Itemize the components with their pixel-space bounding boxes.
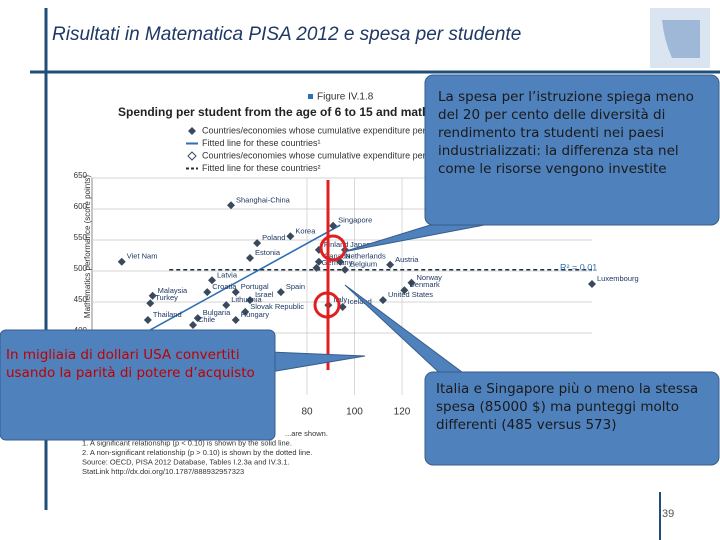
callout-text: Italia e Singapore più o meno la stessa … (436, 381, 699, 433)
figure-label: Figure IV.1.8 (317, 92, 374, 103)
point-label: Luxembourg (597, 274, 639, 283)
point-label: Portugal (241, 282, 269, 291)
data-point (241, 307, 250, 316)
point-label: Finland (324, 240, 349, 249)
fit-line (149, 224, 341, 331)
point-label: Malaysia (158, 286, 188, 295)
note: 1. A significant relationship (p < 0.10)… (82, 438, 292, 447)
point-label: Norway (417, 273, 443, 282)
data-point (143, 315, 152, 324)
point-label: Austria (395, 255, 419, 264)
data-point (286, 232, 295, 241)
data-point (588, 280, 596, 289)
y-tick-label: 550 (74, 233, 88, 242)
annotation: R² = 0.01 (560, 262, 597, 272)
point-label: Netherlands (345, 252, 386, 261)
point-label: Turkey (155, 293, 178, 302)
note: 2. A non-significant relationship (p > 0… (82, 448, 312, 457)
legend-marker (187, 151, 197, 161)
note: Source: OECD, PISA 2012 Database, Tables… (82, 457, 290, 466)
highlight-circle (319, 234, 347, 262)
point-label: Poland (262, 233, 285, 242)
point-label: Hungary (241, 310, 270, 319)
data-point (203, 288, 212, 297)
callout-text: In migliaia di dollari USA convertiti us… (6, 347, 255, 381)
point-label: Iceland (348, 297, 372, 306)
point-label: Belgium (350, 260, 377, 269)
point-label: Shanghai-China (236, 195, 291, 204)
note: ...are shown. (285, 429, 328, 438)
data-point (253, 239, 262, 248)
point-label: United States (388, 290, 433, 299)
point-label: Bulgaria (203, 308, 231, 317)
y-tick-label: 650 (74, 171, 88, 180)
highlight-circle (313, 291, 341, 319)
legend-label: Countries/economies whose cumulative exp… (202, 150, 458, 160)
legend-marker (188, 127, 196, 135)
data-point (189, 320, 197, 329)
callout-text: La spesa per l’istruzione spiega meno de… (438, 89, 694, 177)
data-point (379, 296, 387, 305)
point-label: Slovak Republic (250, 302, 304, 311)
y-tick-label: 600 (74, 202, 88, 211)
x-tick-label: 100 (346, 407, 363, 418)
data-point (276, 288, 285, 297)
point-label: Estonia (255, 248, 281, 257)
data-point (148, 291, 157, 300)
y-axis-label: Mathematics performance (score points) (83, 175, 92, 319)
chart-title: Spending per student from the age of 6 t… (118, 105, 474, 119)
callout-box (424, 74, 720, 226)
point-label: Korea (295, 226, 316, 235)
data-point (341, 265, 349, 274)
data-point (146, 299, 155, 308)
callout-box (0, 329, 276, 441)
figure-label-marker (308, 94, 313, 99)
point-label: Israel (255, 290, 274, 299)
data-point (246, 253, 254, 262)
point-label: Viet Nam (127, 252, 158, 261)
point-label: Latvia (217, 270, 238, 279)
page-number: 39 (662, 508, 675, 520)
data-point (329, 221, 338, 230)
point-label: Japan (350, 240, 370, 249)
data-point (231, 315, 240, 324)
data-point (312, 263, 321, 272)
data-point (208, 276, 216, 285)
point-label: Spain (286, 282, 305, 291)
logo-shape (662, 20, 700, 58)
point-label: Singapore (338, 216, 372, 225)
data-point (314, 257, 323, 266)
legend-label: Fitted line for these countries² (202, 163, 321, 173)
data-point (222, 301, 231, 310)
point-label: Denmark (409, 280, 440, 289)
note: StatLink http://dx.doi.org/10.1787/88893… (82, 467, 244, 476)
data-point (117, 257, 126, 266)
point-label: Croatia (212, 282, 237, 291)
point-label: Thailand (153, 310, 182, 319)
slide-title: Risultati in Matematica PISA 2012 e spes… (52, 24, 522, 45)
point-label: Lithuania (231, 295, 262, 304)
point-label: Italy (333, 295, 347, 304)
y-tick-label: 500 (74, 264, 88, 273)
data-point (338, 302, 347, 311)
data-point (231, 288, 240, 297)
x-tick-label: 120 (394, 407, 411, 418)
legend-label: Countries/economies whose cumulative exp… (202, 125, 458, 135)
point-label: Canada (324, 252, 351, 261)
data-point (386, 260, 395, 269)
data-point (193, 314, 202, 323)
legend-label: Fitted line for these countries¹ (202, 138, 321, 148)
y-tick-label: 450 (74, 295, 88, 304)
data-point (227, 201, 235, 210)
data-point (246, 296, 254, 305)
point-label: Chile (198, 315, 215, 324)
x-tick-label: 80 (301, 407, 313, 418)
data-point (407, 278, 416, 287)
callout-box (424, 371, 720, 466)
data-point (400, 286, 409, 295)
